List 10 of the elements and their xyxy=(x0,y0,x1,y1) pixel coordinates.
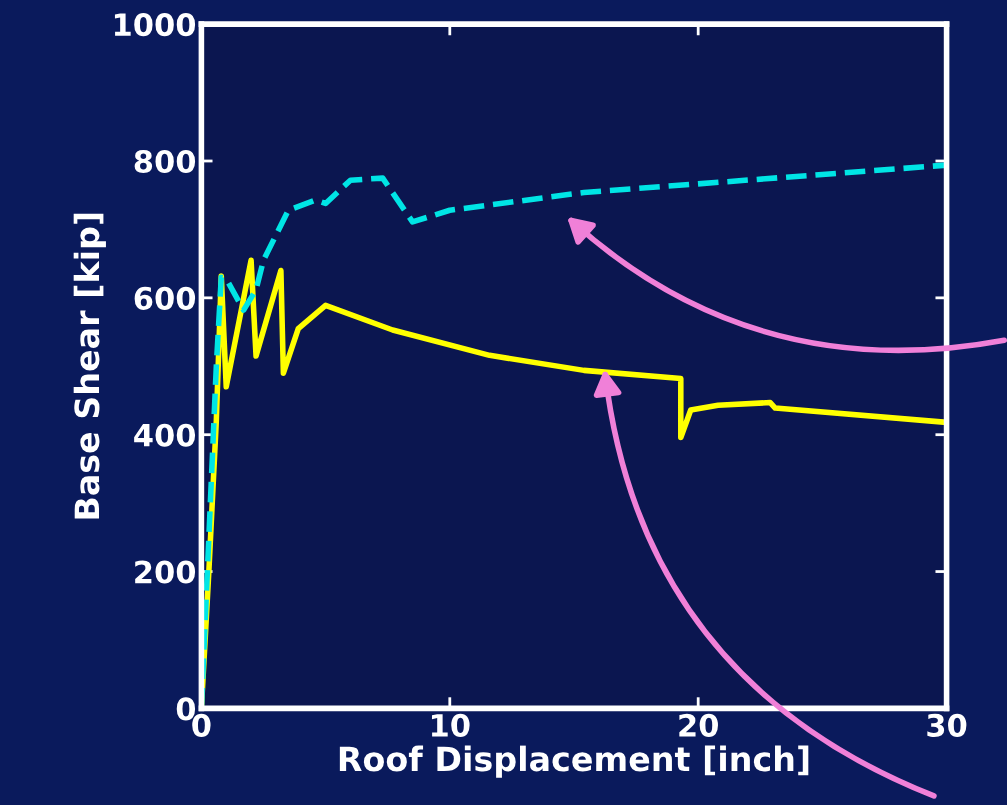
x-tick-label: 10 xyxy=(431,713,470,737)
y-tick-label: 600 xyxy=(134,286,196,310)
x-tick-label: 30 xyxy=(927,713,967,737)
x-tick-label: 20 xyxy=(679,713,718,737)
y-tick-label: 200 xyxy=(135,560,196,584)
y-tick-label: 800 xyxy=(134,149,196,174)
y-tick-label: 400 xyxy=(134,423,196,447)
y-axis-title: Base Shear [kip] xyxy=(73,213,106,519)
x-axis-title: Roof Displacement [inch] xyxy=(339,745,809,778)
y-tick-label: 1000 xyxy=(114,13,196,37)
